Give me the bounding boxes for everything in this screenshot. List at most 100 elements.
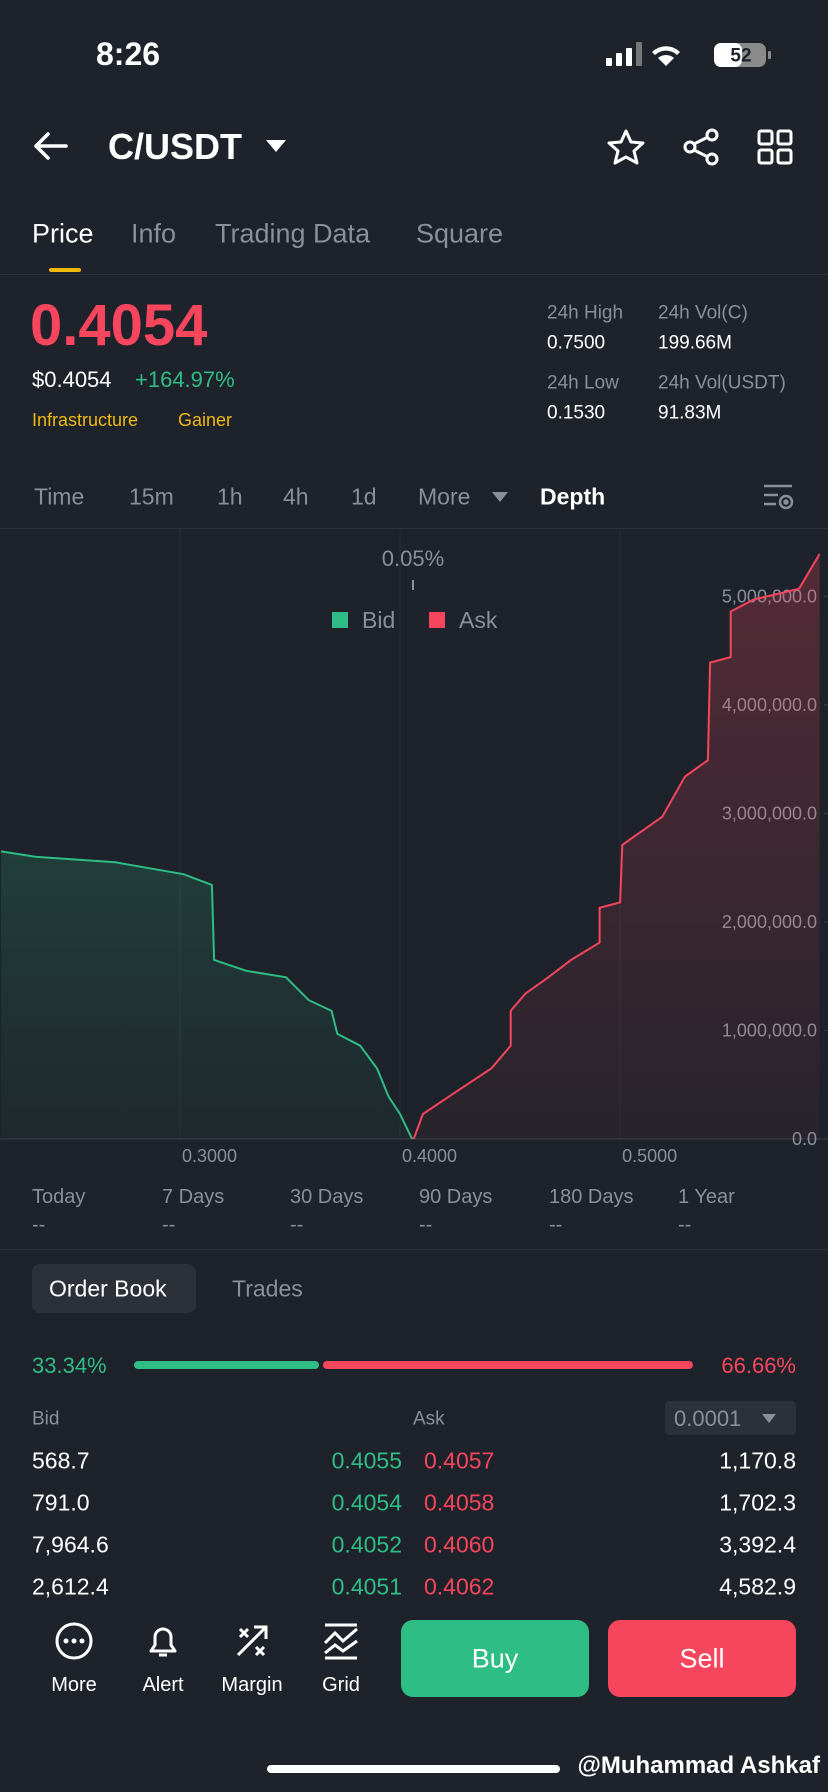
stat-label: 24h Vol(USDT) [658,372,786,394]
alert-icon[interactable] [143,1621,183,1661]
layout-button[interactable] [756,128,796,166]
bid-price: 0.4054 [331,1489,402,1516]
bid-amount: 791.0 [32,1489,90,1516]
book-tab[interactable]: Trades [232,1275,303,1302]
period-value: -- [678,1214,692,1236]
depth-line [412,553,821,1140]
interval[interactable]: 1d [351,483,377,510]
period-label: 30 Days [290,1186,364,1208]
bid-price: 0.4051 [331,1573,402,1600]
divider [0,528,828,529]
stat-label: 24h High [547,302,624,324]
precision: 0.0001 [674,1406,742,1431]
sell-label: Sell [679,1643,725,1674]
margin-icon[interactable] [232,1621,272,1661]
period-value: -- [419,1214,433,1236]
interval[interactable]: 1h [217,483,243,510]
stat-label: 24h Low [547,372,619,394]
stat-value: 199.66M [658,332,732,354]
more-icon[interactable] [54,1621,94,1661]
legend-swatch [332,612,348,628]
tab-indicator [49,268,81,272]
bid-header: Bid [32,1408,60,1430]
ask-price: 0.4060 [424,1531,495,1558]
interval[interactable]: More [418,483,471,510]
ask-price: 0.4062 [424,1573,495,1600]
x-tick-label: 0.4000 [402,1146,457,1166]
period-label: Today [32,1186,86,1208]
favorite-button[interactable] [606,128,646,166]
precision-select[interactable] [665,1401,796,1435]
ask-price: 0.4058 [424,1489,495,1516]
stat-value: 91.83M [658,402,722,424]
precision-dropdown[interactable] [762,1413,778,1425]
home-indicator [267,1765,560,1773]
order-book-tab-bg [32,1264,196,1313]
book-tab[interactable]: Order Book [49,1275,167,1302]
ratio-bar [134,1361,320,1369]
buy-button[interactable] [401,1620,589,1697]
period-value: -- [32,1214,46,1236]
bid-ratio: 33.34% [32,1353,107,1378]
interval[interactable]: Depth [540,483,606,510]
usd-price: $0.4054 [32,367,112,392]
tag: Gainer [178,410,233,430]
interval[interactable]: Time [34,483,85,510]
battery-level: 52 [730,45,752,67]
tab[interactable]: Trading Data [215,218,371,249]
grid-icon[interactable] [321,1621,361,1661]
ratio-bar [323,1361,693,1369]
depth-area [413,554,820,1139]
action-label: More [51,1674,97,1696]
status-time: 8:26 [96,36,161,72]
legend-swatch [429,612,445,628]
ask-header: Ask [413,1408,445,1430]
depth-chart: 0.30000.40000.50000.01,000,000.02,000,00… [0,528,828,1166]
status-icons [606,42,771,67]
depth-line [0,850,414,1140]
stat-value: 0.1530 [547,402,606,424]
buy-label: Buy [471,1643,519,1674]
pair-dropdown[interactable] [266,138,286,154]
ask-amount: 4,582.9 [719,1573,796,1600]
tag: Infrastructure [32,410,139,430]
period-value: -- [290,1214,304,1236]
ask-amount: 1,702.3 [719,1489,796,1516]
bid-amount: 2,612.4 [32,1573,109,1600]
watermark: @Muhammad Ashkaf [577,1752,820,1779]
interval[interactable]: 4h [283,483,309,510]
legend-label: Ask [459,607,498,633]
sell-button[interactable] [608,1620,796,1697]
period-label: 1 Year [678,1186,735,1208]
more-dropdown[interactable] [492,490,510,504]
x-tick-label: 0.5000 [622,1146,677,1166]
ask-amount: 1,170.8 [719,1447,796,1474]
divider [0,274,828,275]
x-tick-label: 0.3000 [182,1146,237,1166]
stat-label: 24h Vol(C) [658,302,748,324]
pair-title: C/USDT [108,126,242,167]
period-label: 180 Days [549,1186,634,1208]
ask-amount: 3,392.4 [719,1531,796,1558]
chart-settings[interactable] [762,482,796,512]
bid-amount: 568.7 [32,1447,90,1474]
action-label: Grid [322,1674,360,1696]
period-label: 90 Days [419,1186,493,1208]
tab[interactable]: Square [416,218,504,249]
period-value: -- [549,1214,563,1236]
stat-value: 0.7500 [547,332,606,354]
tab[interactable]: Price [32,218,94,249]
period-label: 7 Days [162,1186,225,1208]
depth-area [1,851,413,1139]
price-change: +164.97% [135,367,235,392]
back-button[interactable] [30,128,70,164]
tab[interactable]: Info [131,218,177,249]
ask-ratio: 66.66% [721,1353,796,1378]
share-button[interactable] [682,128,722,166]
interval[interactable]: 15m [129,483,174,510]
bid-price: 0.4055 [331,1447,402,1474]
bid-price: 0.4052 [331,1531,402,1558]
legend-label: Bid [362,607,395,633]
period-value: -- [162,1214,176,1236]
divider [0,1249,828,1250]
